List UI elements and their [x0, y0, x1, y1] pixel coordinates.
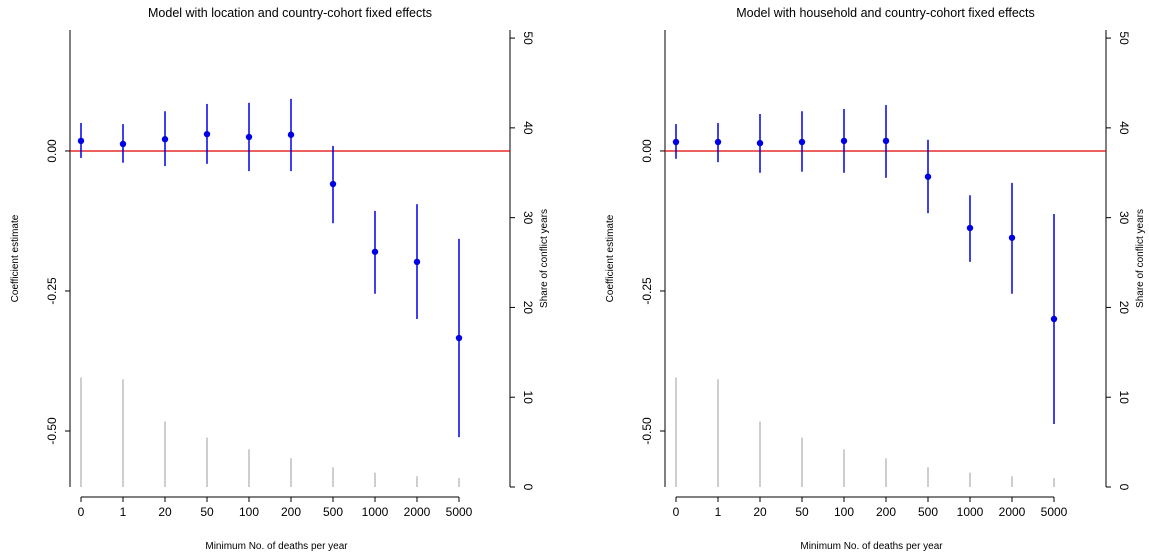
- chart-title: Model with location and country-cohort f…: [148, 6, 432, 20]
- y2-tick-label: 50: [1117, 31, 1131, 45]
- estimate-point: [119, 140, 127, 148]
- x-axis-label: Minimum No. of deaths per year: [205, 541, 348, 552]
- x-tick-label: 1000: [362, 505, 389, 519]
- y-tick-label: -0.50: [640, 417, 654, 445]
- estimate-point: [287, 131, 295, 138]
- estimate-point: [924, 173, 932, 180]
- y2-tick-label: 0: [521, 484, 535, 491]
- estimate-point: [840, 137, 848, 145]
- x-tick-label: 500: [323, 505, 343, 519]
- y2-tick-label: 10: [1117, 391, 1131, 405]
- y-tick-label: -0.25: [640, 277, 654, 305]
- y2-axis-label: Share of conflict years: [539, 209, 550, 308]
- x-tick-label: 1: [715, 505, 722, 519]
- x-tick-label: 1000: [957, 505, 984, 519]
- x-tick-label: 1: [120, 505, 127, 519]
- x-tick-label: 2000: [999, 505, 1026, 519]
- estimate-point: [161, 136, 169, 143]
- estimate-point: [756, 139, 764, 147]
- y-tick-label: 0.00: [640, 139, 654, 163]
- x-tick-label: 2000: [404, 505, 431, 519]
- estimate-point: [882, 137, 890, 145]
- estimate-point: [1050, 315, 1058, 323]
- x-tick-label: 0: [78, 505, 85, 519]
- estimate-point: [714, 138, 722, 146]
- x-tick-label: 500: [918, 505, 938, 519]
- estimate-point: [672, 138, 680, 146]
- y2-tick-label: 40: [1117, 121, 1131, 135]
- estimate-point: [371, 248, 379, 255]
- x-tick-label: 200: [281, 505, 301, 519]
- y2-tick-label: 40: [521, 121, 535, 135]
- estimate-point: [455, 334, 463, 342]
- x-tick-label: 100: [239, 505, 259, 519]
- estimate-point: [413, 258, 421, 266]
- estimate-point: [966, 224, 974, 232]
- y2-tick-label: 20: [521, 301, 535, 315]
- y2-tick-label: 10: [521, 391, 535, 405]
- y2-tick-label: 30: [521, 211, 535, 225]
- estimate-point: [329, 180, 337, 188]
- y2-tick-label: 30: [1117, 211, 1131, 225]
- y-axis-label: Coefficient estimate: [605, 214, 616, 302]
- chart-title: Model with household and country-cohort …: [736, 6, 1035, 20]
- estimate-point: [1008, 234, 1016, 241]
- x-tick-label: 200: [876, 505, 896, 519]
- y2-tick-label: 20: [1117, 301, 1131, 315]
- y-tick-label: -0.25: [45, 277, 59, 305]
- y2-tick-label: 0: [1117, 484, 1131, 491]
- x-tick-label: 5000: [1041, 505, 1068, 519]
- estimate-point: [245, 133, 253, 141]
- x-tick-label: 20: [753, 505, 767, 519]
- x-tick-label: 50: [200, 505, 214, 519]
- y-axis-label: Coefficient estimate: [10, 214, 21, 302]
- x-tick-label: 20: [158, 505, 172, 519]
- y-tick-label: 0.00: [45, 139, 59, 163]
- x-tick-label: 5000: [446, 505, 473, 519]
- estimate-point: [203, 130, 211, 138]
- x-axis-label: Minimum No. of deaths per year: [800, 541, 943, 552]
- y2-axis-label: Share of conflict years: [1135, 209, 1146, 308]
- estimate-point: [77, 137, 85, 145]
- y2-tick-label: 50: [521, 31, 535, 45]
- x-tick-label: 50: [795, 505, 809, 519]
- x-tick-label: 100: [834, 505, 854, 519]
- y-tick-label: -0.50: [45, 417, 59, 445]
- x-tick-label: 0: [673, 505, 680, 519]
- estimate-point: [798, 138, 806, 146]
